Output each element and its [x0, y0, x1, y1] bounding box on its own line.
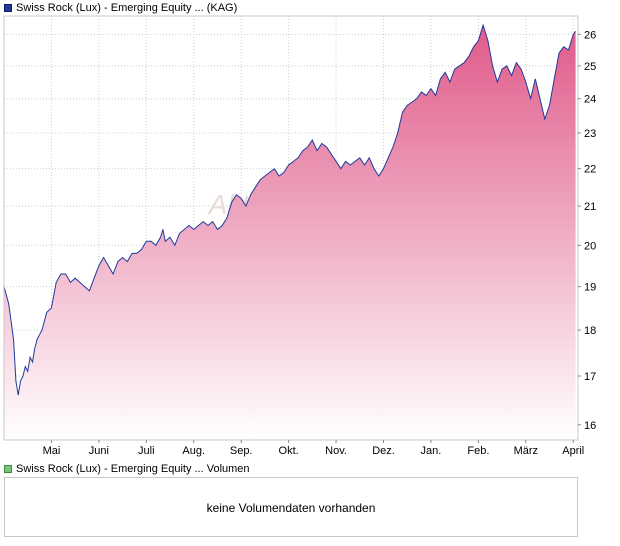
y-tick-label: 18 [584, 325, 596, 337]
x-tick-label: Sep. [230, 445, 253, 457]
x-tick-label: Juli [138, 445, 155, 457]
price-area [4, 25, 576, 440]
y-tick-label: 16 [584, 420, 596, 432]
price-legend-label: Swiss Rock (Lux) - Emerging Equity ... (… [16, 2, 238, 14]
y-tick-label: 23 [584, 128, 596, 140]
x-tick-label: Dez. [372, 445, 395, 457]
x-tick-label: Jan. [421, 445, 442, 457]
x-tick-label: Okt. [279, 445, 299, 457]
x-tick-label: April [562, 445, 584, 457]
volume-legend-label: Swiss Rock (Lux) - Emerging Equity ... V… [16, 463, 250, 475]
x-tick-label: Nov. [325, 445, 347, 457]
y-tick-label: 24 [584, 94, 596, 106]
x-tick-label: März [514, 445, 538, 457]
price-line [3, 23, 576, 396]
x-tick-label: Mai [43, 445, 61, 457]
x-tick-label: Juni [89, 445, 109, 457]
y-tick-label: 26 [584, 29, 596, 41]
x-tick-label: Feb. [467, 445, 489, 457]
y-tick-label: 21 [584, 201, 596, 213]
y-tick-label: 25 [584, 61, 596, 73]
price-legend-swatch [4, 4, 12, 12]
y-tick-label: 19 [584, 282, 596, 294]
volume-legend: Swiss Rock (Lux) - Emerging Equity ... V… [4, 462, 250, 476]
y-tick-label: 22 [584, 164, 596, 176]
x-axis: Mai Juni Juli Aug. Sep. Okt. Nov. Dez. Jan. Feb. M… [43, 440, 584, 457]
price-legend: Swiss Rock (Lux) - Emerging Equity ... (… [4, 1, 237, 15]
volume-panel: keine Volumendaten vorhanden [4, 477, 578, 537]
price-chart[interactable]: Akti MaiJuniJuliAug.Sep.Okt.Nov.Dez.Jan.… [0, 0, 620, 462]
y-tick-label: 17 [584, 371, 596, 383]
volume-message: keine Volumendaten vorhanden [206, 501, 376, 515]
y-tick-label: 20 [584, 240, 596, 252]
y-axis: 16 17 18 19 20 21 22 23 24 25 26 [578, 29, 596, 432]
volume-legend-swatch [4, 465, 12, 473]
chart-frame [3, 15, 579, 441]
x-tick-label: Aug. [182, 445, 205, 457]
